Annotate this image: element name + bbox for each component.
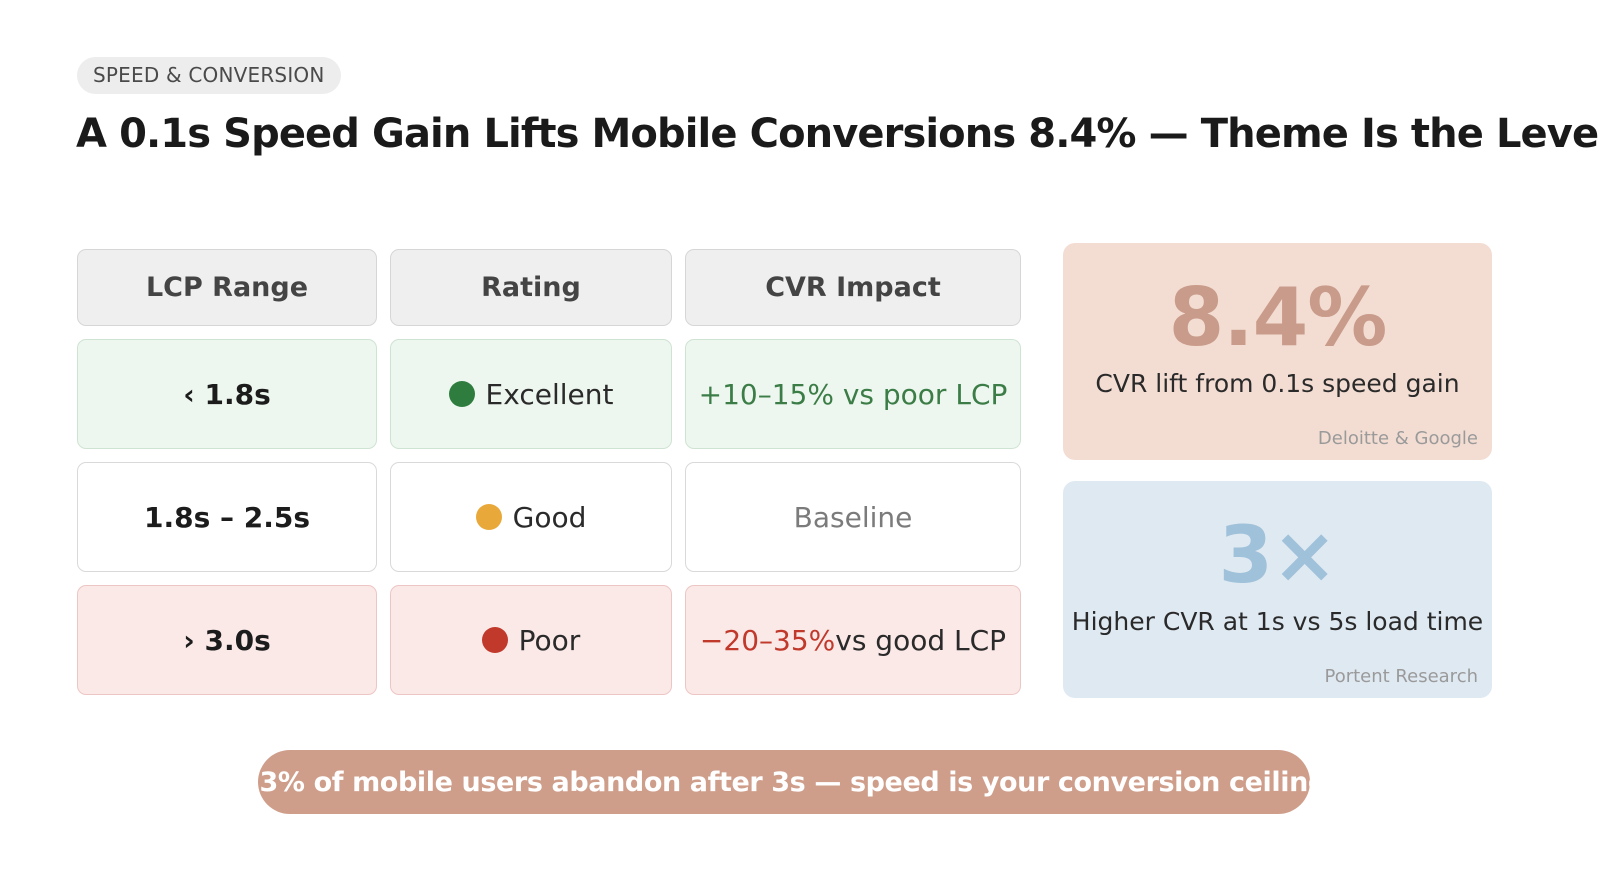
red-status-dot-icon <box>481 627 508 653</box>
section-tag: SPEED & CONVERSION <box>77 57 341 94</box>
row-excellent-range: ‹ 1.8s <box>77 339 377 449</box>
lcp-table: LCP Range Rating CVR Impact ‹ 1.8s Excel… <box>77 249 1021 695</box>
row-excellent-impact: +10–15% vs poor LCP <box>685 339 1021 449</box>
rating-label: Poor <box>518 623 581 657</box>
stat-card-cvr-lift: 8.4% CVR lift from 0.1s speed gain Deloi… <box>1063 243 1492 460</box>
row-good-rating: Good <box>390 462 672 572</box>
row-poor-range: › 3.0s <box>77 585 377 695</box>
page-title: A 0.1s Speed Gain Lifts Mobile Conversio… <box>76 111 1600 157</box>
callout-banner: 53% of mobile users abandon after 3s — s… <box>241 750 1327 814</box>
stat-description: CVR lift from 0.1s speed gain <box>1095 369 1460 398</box>
impact-label: −20–35% <box>699 623 836 657</box>
impact-label: Baseline <box>793 500 913 534</box>
rating-label: Excellent <box>485 377 614 411</box>
amber-status-dot-icon <box>475 504 502 530</box>
rating-label: Good <box>512 500 587 534</box>
range-label: 1.8s – 2.5s <box>143 500 311 534</box>
range-label: ‹ 1.8s <box>183 377 271 411</box>
impact-comparison-label: vs good LCP <box>835 623 1007 657</box>
stat-description: Higher CVR at 1s vs 5s load time <box>1071 607 1484 636</box>
header-rating: Rating <box>390 249 672 326</box>
row-good-impact: Baseline <box>685 462 1021 572</box>
header-lcp-range: LCP Range <box>77 249 377 326</box>
row-poor-impact: −20–35% vs good LCP <box>685 585 1021 695</box>
stat-source: Portent Research <box>1324 666 1478 687</box>
impact-label: +10–15% vs poor LCP <box>698 377 1008 411</box>
stat-source: Deloitte & Google <box>1317 428 1478 449</box>
row-poor-rating: Poor <box>390 585 672 695</box>
row-good-range: 1.8s – 2.5s <box>77 462 377 572</box>
stat-card-higher-cvr: 3× Higher CVR at 1s vs 5s load time Port… <box>1063 481 1492 698</box>
header-cvr-impact: CVR Impact <box>685 249 1021 326</box>
row-excellent-rating: Excellent <box>390 339 672 449</box>
range-label: › 3.0s <box>183 623 271 657</box>
green-status-dot-icon <box>448 381 475 407</box>
stat-value: 3× <box>1218 511 1338 601</box>
stat-value: 8.4% <box>1168 271 1388 364</box>
